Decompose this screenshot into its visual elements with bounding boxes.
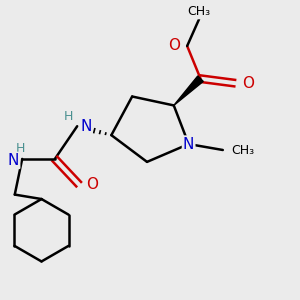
Text: CH₃: CH₃ — [232, 143, 255, 157]
Text: CH₃: CH₃ — [188, 5, 211, 18]
Text: N: N — [183, 136, 194, 152]
Text: O: O — [242, 76, 254, 91]
Polygon shape — [174, 76, 203, 105]
Text: H: H — [64, 110, 73, 123]
Text: N: N — [80, 119, 92, 134]
Text: O: O — [86, 177, 98, 192]
Text: H: H — [16, 142, 26, 155]
Text: N: N — [8, 153, 19, 168]
Text: O: O — [168, 38, 180, 53]
